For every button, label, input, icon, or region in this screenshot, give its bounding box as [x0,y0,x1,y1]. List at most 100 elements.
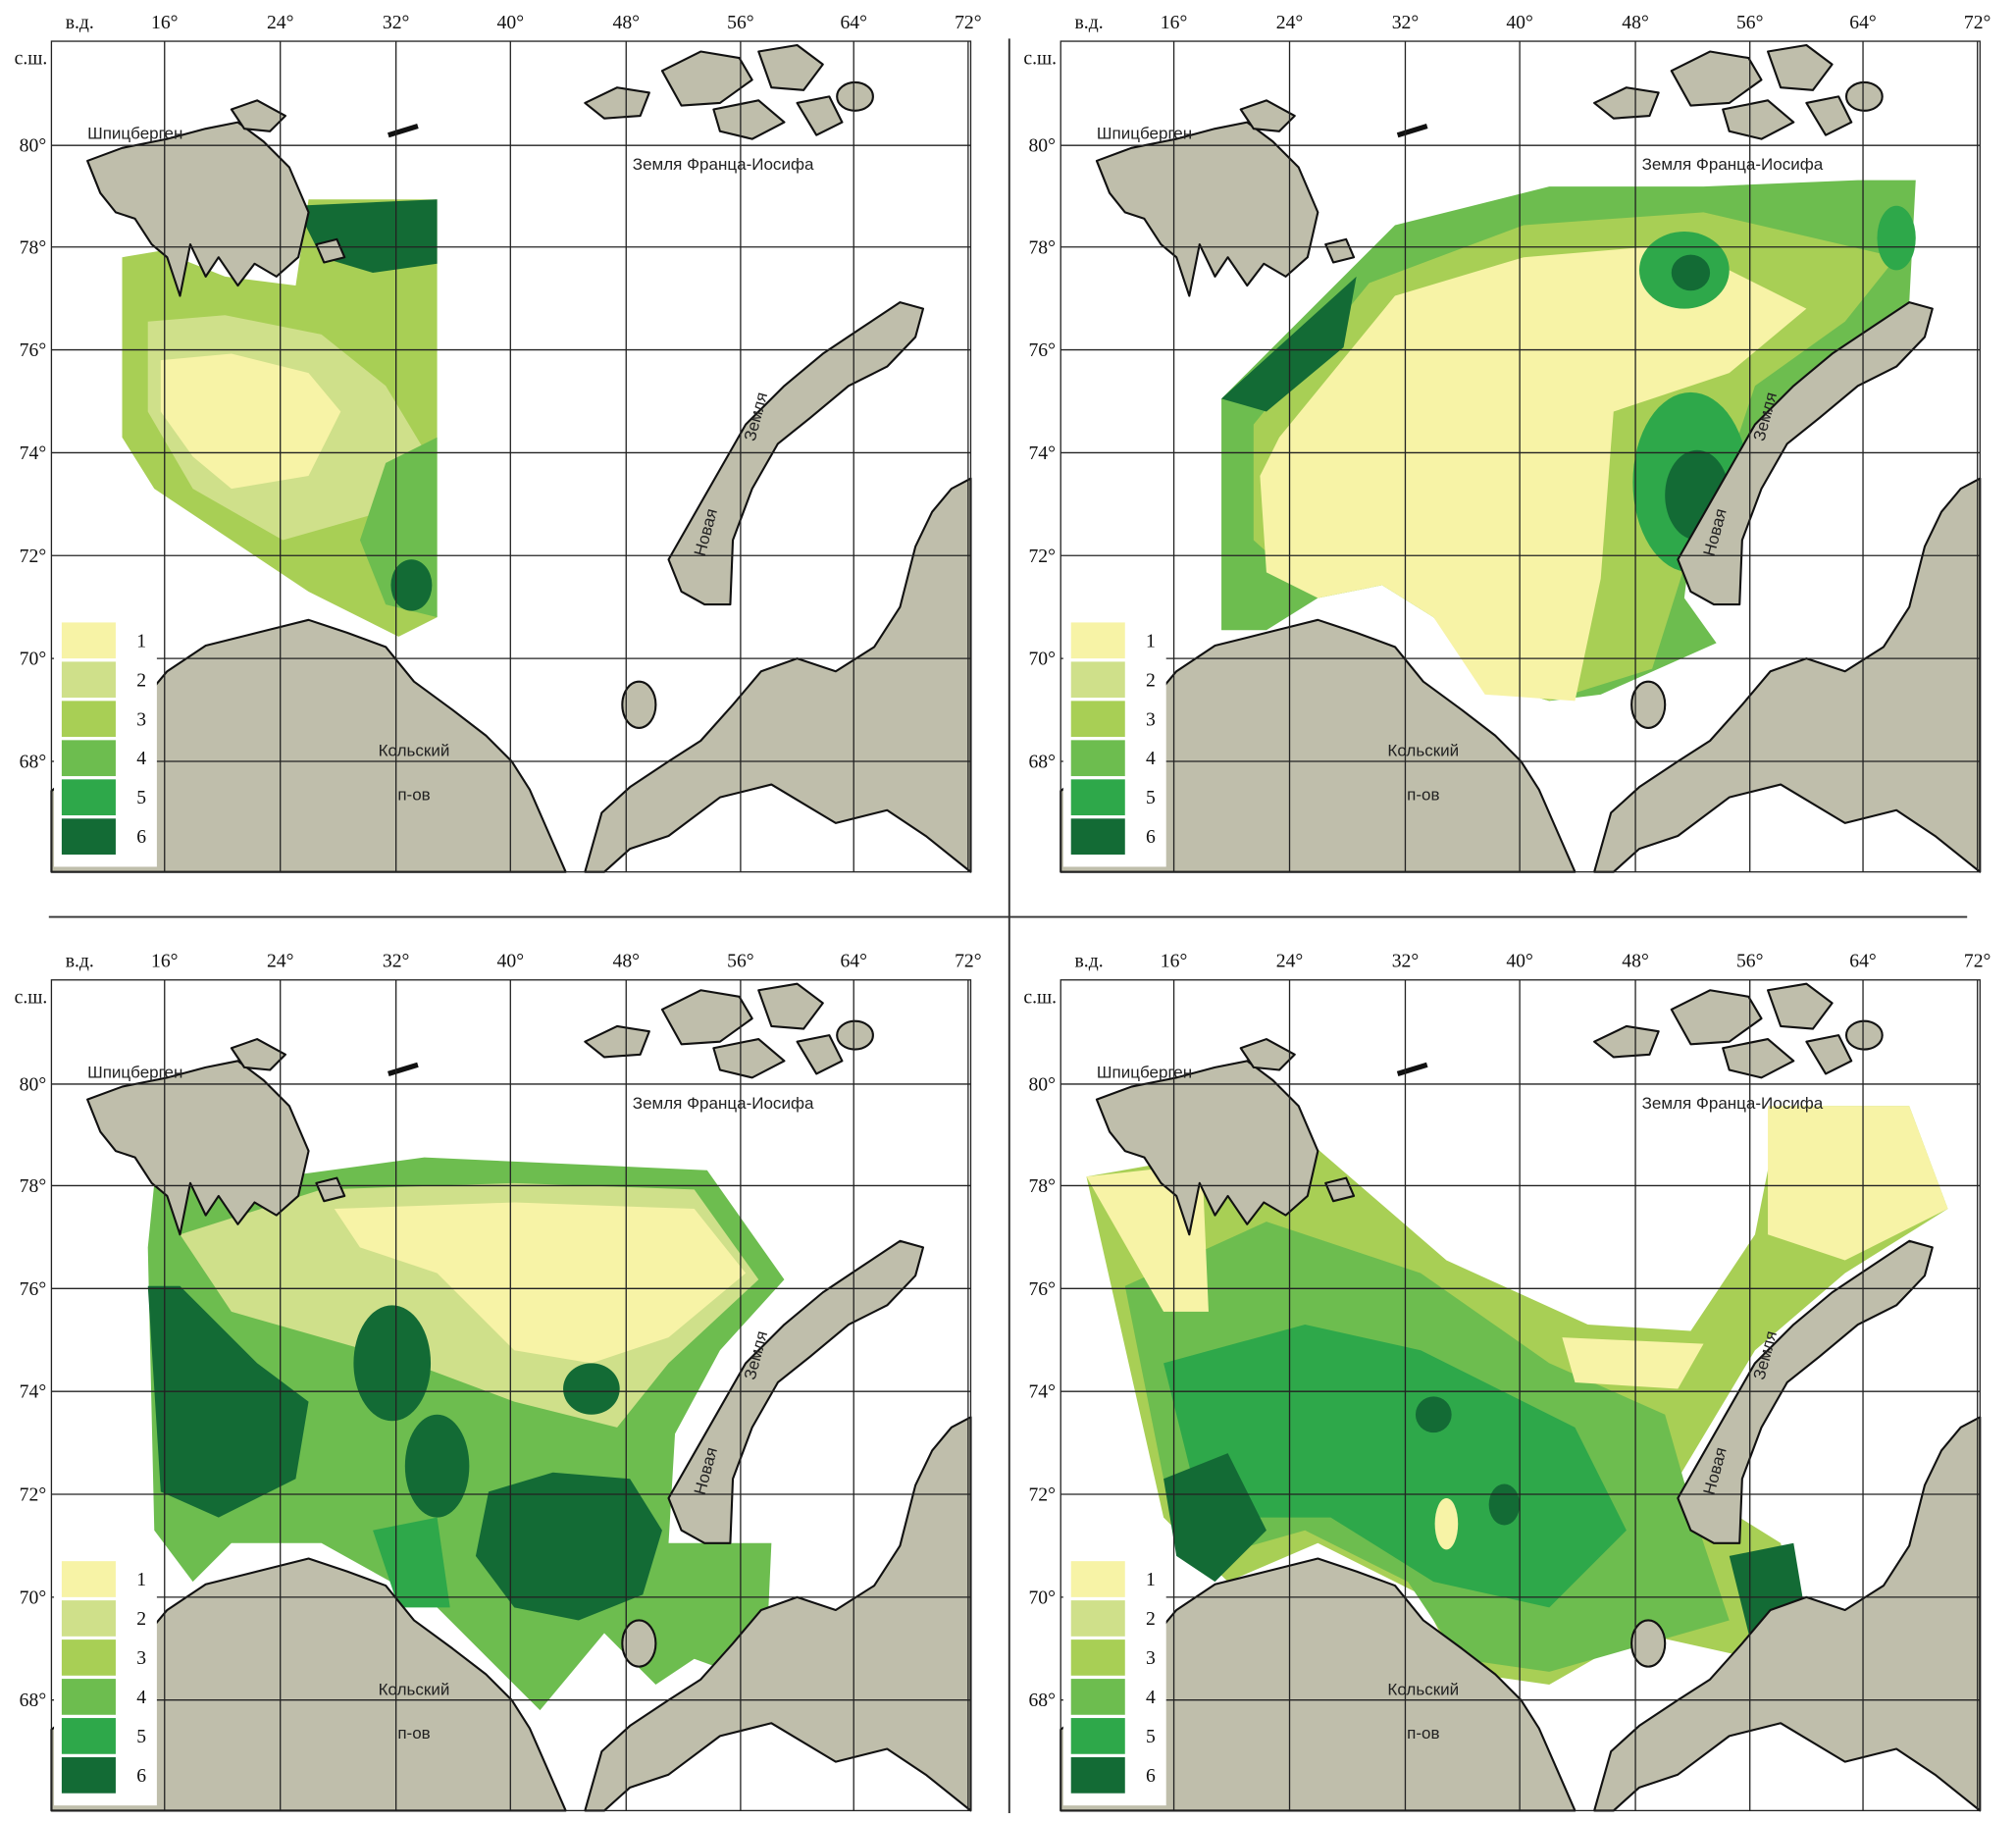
lat-axis-label: с.ш. [1023,986,1057,1008]
lon-tick-label: 56° [1736,951,1763,972]
lat-tick-label: 78° [1028,236,1056,258]
legend-swatch [1070,701,1125,738]
legend-swatch [61,740,116,777]
place-label: Шпицберген [1097,1063,1192,1081]
lat-tick-label: 70° [20,1587,47,1608]
map-panel: в.д. с.ш. 16° 24° 32° 40° 48° 56° 64° 72° 80° 78° 76… [1023,951,1990,1811]
legend-label: 2 [1146,1608,1156,1630]
panel-contours [1221,180,1916,702]
legend-swatch [1070,661,1125,699]
map-frame [50,979,972,1812]
legend-swatch [1070,1679,1125,1715]
lat-tick-label: 68° [1028,752,1056,773]
lat-tick-label: 76° [1028,1278,1056,1300]
place-label: Земля Франца-Иосифа [1642,155,1824,174]
lon-tick-label: 64° [1849,951,1877,972]
place-label: п-ов [1407,1724,1439,1743]
map-panel: в.д. с.ш. 16° 24° 32° 40° 48° 56° 64° 72° 80° 78° 76… [1023,12,1990,872]
lat-tick-label: 78° [1028,1175,1056,1197]
lon-axis-label: в.д. [1075,12,1104,33]
place-label: п-ов [1407,785,1439,804]
lat-tick-label: 72° [1028,1484,1056,1506]
lat-tick-label: 68° [20,752,47,773]
legend-swatch [1070,622,1125,659]
legend-label: 3 [136,1647,146,1669]
legend-label: 5 [1146,1726,1156,1747]
place-label: Шпицберген [87,1063,182,1081]
legend-label: 6 [136,1765,146,1787]
lon-tick-label: 32° [383,12,410,33]
lat-tick-label: 80° [20,135,47,157]
place-label: Кольский [1387,742,1459,760]
legend-swatch [1070,818,1125,855]
legend-swatch [1070,779,1125,816]
lon-tick-label: 32° [383,951,410,972]
lat-tick-label: 76° [20,1278,47,1300]
legend-swatch [61,701,116,738]
place-label: Кольский [379,742,450,760]
legend-label: 4 [1146,1687,1156,1708]
legend-swatch [1070,740,1125,777]
legend-swatch [61,1639,116,1676]
lon-tick-label: 16° [1161,951,1188,972]
lon-tick-label: 16° [1161,12,1188,33]
lat-tick-label: 80° [1028,1073,1056,1095]
lon-tick-label: 24° [267,12,294,33]
place-label: Земля Франца-Иосифа [633,155,814,174]
lat-tick-label: 78° [20,1175,47,1197]
lon-tick-label: 40° [1506,951,1533,972]
place-label: п-ов [397,1724,430,1743]
legend-label: 4 [136,1687,146,1708]
legend-label: 3 [1146,708,1156,730]
lat-tick-label: 70° [20,649,47,670]
place-label: Шпицберген [1097,125,1192,143]
legend-label: 1 [136,630,146,651]
lon-tick-label: 24° [267,951,294,972]
lon-tick-label: 24° [1276,12,1304,33]
lat-tick-label: 80° [1028,135,1056,157]
lat-tick-label: 68° [20,1690,47,1711]
legend-label: 2 [136,1608,146,1630]
place-label: п-ов [397,785,430,804]
place-label: Земля Франца-Иосифа [1642,1094,1824,1113]
map-panel: в.д. с.ш. 16° 24° 32° 40° 48° 56° 64° 72° 80° 78° 76… [15,951,982,1811]
legend-swatch [1070,1639,1125,1676]
legend-swatch [61,1679,116,1715]
lon-tick-label: 40° [1506,12,1533,33]
legend-swatch [1070,1561,1125,1597]
legend-label: 6 [1146,1765,1156,1787]
legend-swatch [61,818,116,855]
lat-tick-label: 68° [1028,1690,1056,1711]
lon-tick-label: 32° [1392,12,1420,33]
place-label: Шпицберген [87,125,182,143]
legend-label: 4 [136,748,146,769]
legend-label: 1 [1146,1569,1156,1590]
legend-label: 6 [136,826,146,848]
lat-axis-label: с.ш. [15,48,48,70]
legend-label: 1 [1146,630,1156,651]
lon-axis-label: в.д. [66,951,94,972]
legend-swatch [1070,1757,1125,1794]
legend-swatch [61,622,116,659]
legend-label: 6 [1146,826,1156,848]
legend-label: 3 [136,708,146,730]
legend-label: 5 [136,1726,146,1747]
lat-axis-label: с.ш. [1023,48,1057,70]
lon-tick-label: 16° [151,951,179,972]
legend-label: 1 [136,1569,146,1590]
lon-tick-label: 40° [497,12,525,33]
panel-contours [147,1157,785,1711]
legend-label: 2 [136,669,146,691]
legend-swatch [1070,1718,1125,1754]
lon-tick-label: 72° [1964,12,1990,33]
lon-tick-label: 72° [955,12,982,33]
map-frame [1060,40,1981,873]
lon-tick-label: 32° [1392,951,1420,972]
map-frame [50,40,972,873]
place-label: Земля Франца-Иосифа [633,1094,814,1113]
legend-swatch [61,1600,116,1637]
lon-tick-label: 24° [1276,951,1304,972]
legend-label: 2 [1146,669,1156,691]
lon-tick-label: 56° [1736,12,1763,33]
